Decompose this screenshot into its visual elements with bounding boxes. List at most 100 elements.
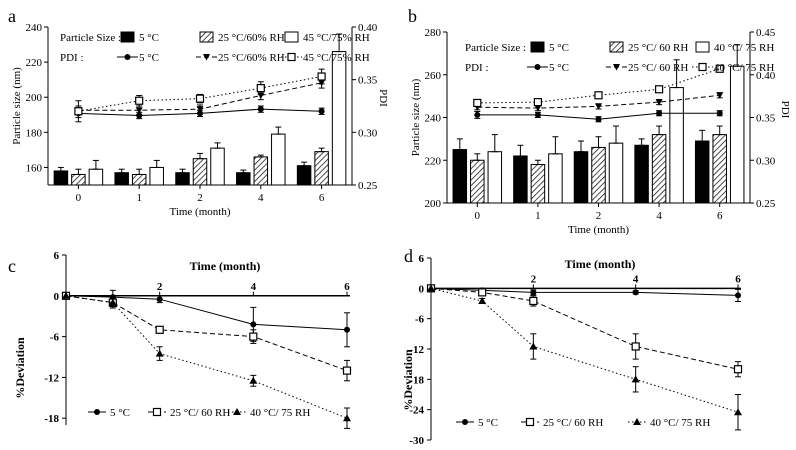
pdi-line-3 [78, 76, 322, 112]
y2-tick-label: 0.35 [756, 113, 776, 125]
legend-pdi-marker-2 [203, 54, 210, 61]
y-axis-label: %Deviation [13, 337, 27, 399]
x-tick-label: 0 [475, 210, 481, 222]
bar-2 [651, 134, 667, 204]
legend-bar-swatch-3 [284, 31, 299, 43]
bar-2 [712, 134, 727, 204]
x-tick-label: 1 [136, 192, 142, 204]
legend-pdi-label: 5 °C [139, 52, 159, 64]
legend-bar-swatch-3 [695, 41, 710, 53]
bar-error-bar [578, 140, 584, 153]
y-tick-label: 280 [425, 27, 442, 39]
x-axis-label: Time (month) [568, 224, 629, 236]
bar-1 [175, 172, 190, 186]
x-tick-label: 2 [157, 281, 163, 293]
legend-marker-3 [233, 408, 241, 415]
deviation-point-2 [249, 332, 258, 341]
legend-bar-label: 25 °C/ 60 RH [628, 42, 688, 54]
legend-marker-1 [462, 419, 468, 425]
pdi-point-3 [256, 83, 265, 93]
bar-1 [513, 155, 528, 204]
legend-pdi-label: 25 °C/60% RH [218, 52, 285, 64]
bar-error-bar [240, 169, 247, 174]
deviation-point-3 [249, 376, 258, 384]
legend-bar-swatch-2 [199, 31, 214, 43]
legend-marker-2 [525, 417, 535, 427]
panel-letter: c [8, 256, 16, 276]
x-tick-label: 2 [596, 210, 602, 222]
deviation-point-2 [342, 366, 352, 375]
legend-bar-swatch-1 [120, 31, 135, 43]
y2-axis-label: PDI [377, 89, 389, 107]
x-tick-label: 1 [535, 210, 541, 222]
deviation-point-1 [735, 292, 741, 299]
panel-c: c 6 0 -6 -12 -18 2 4 6 Time (month) %Deviation 5 °C… [8, 250, 352, 429]
bar-error-bar [153, 159, 160, 168]
legend-bar-label: 40 °C/ 75 RH [714, 42, 774, 54]
legend-marker-1 [94, 409, 100, 415]
y-tick-label: 0 [419, 283, 425, 295]
y-tick-label: -18 [44, 413, 59, 425]
bar-1 [694, 140, 710, 204]
y2-tick-label: 0.45 [756, 27, 776, 39]
y-tick-label: -12 [44, 372, 59, 384]
bar-error-bar [699, 129, 706, 142]
legend-marker-2 [152, 407, 162, 417]
legend-label: 25 °C/ 60 RH [543, 417, 603, 429]
pdi-point-3 [715, 64, 724, 73]
x-tick-label: 6 [344, 281, 350, 293]
bar-1 [452, 149, 468, 204]
deviation-point-3 [631, 375, 640, 383]
deviation-point-2 [631, 342, 640, 351]
legend-pdi-marker-3 [698, 62, 707, 72]
x-tick-label: 2 [531, 273, 537, 285]
x-tick-label: 6 [735, 273, 741, 285]
bar-error-bar [534, 159, 541, 166]
bar-error-bar [595, 136, 602, 148]
deviation-line-2 [430, 287, 739, 370]
pdi-point-2 [534, 105, 542, 112]
bar-1 [114, 172, 129, 186]
legend-pdi-marker-1 [534, 64, 541, 70]
legend-marker-3 [633, 418, 641, 425]
deviation-point-2 [529, 296, 538, 306]
panel-letter: b [408, 6, 417, 26]
y-tick-label: 160 [26, 162, 43, 174]
bar-1 [53, 170, 69, 186]
y-tick-label: -30 [409, 435, 424, 447]
deviation-point-2 [155, 325, 164, 334]
x-tick-label: 6 [717, 210, 723, 222]
bar-error-bar [301, 161, 308, 167]
y-tick-label: -6 [50, 332, 60, 344]
bar-error-bar [474, 153, 481, 161]
y2-tick-label: 0.40 [756, 70, 776, 82]
bar-3 [271, 133, 286, 186]
y2-tick-label: 0.40 [358, 22, 378, 34]
bar-error-bar [179, 168, 186, 174]
y-tick-label: 220 [425, 155, 442, 167]
deviation-point-1 [250, 321, 257, 328]
y-tick-label: 240 [26, 22, 43, 34]
bar-2 [253, 156, 269, 186]
legend-pdi-label: 40 °C/ 75 RH [714, 62, 774, 74]
pdi-point-2 [716, 92, 724, 99]
deviation-point-3 [343, 414, 351, 422]
bar-3 [331, 51, 347, 186]
x-tick-label: 4 [258, 192, 264, 204]
bar-error-bar [257, 154, 264, 158]
y-axis-label: Particle size (nm) [11, 67, 23, 145]
bar-error-bar [491, 134, 498, 153]
x-axis-label: Time (month) [565, 257, 636, 271]
pdi-point-1 [595, 116, 602, 123]
legend-pdi-label: 25 °C/ 60 RH [628, 62, 688, 74]
bar-3 [548, 153, 563, 204]
bar-2 [192, 158, 208, 186]
deviation-point-2 [733, 365, 743, 374]
panel-a: a1601802002202400.250.300.350.40Particle… [8, 6, 389, 218]
deviation-point-3 [108, 298, 117, 306]
legend-pdi-title: PDI : [465, 62, 489, 74]
legend-label: 40 °C/ 75 RH [650, 417, 710, 429]
y-tick-label: -24 [409, 405, 424, 417]
